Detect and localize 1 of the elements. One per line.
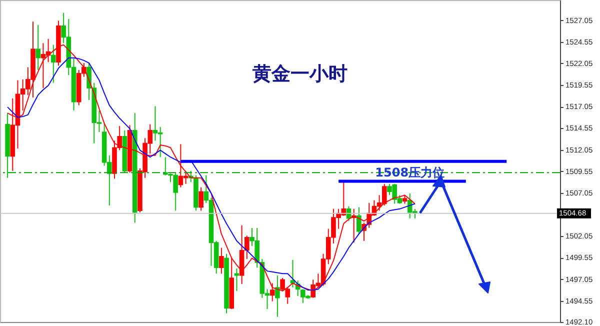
- text: 黄金一小时: [252, 63, 348, 85]
